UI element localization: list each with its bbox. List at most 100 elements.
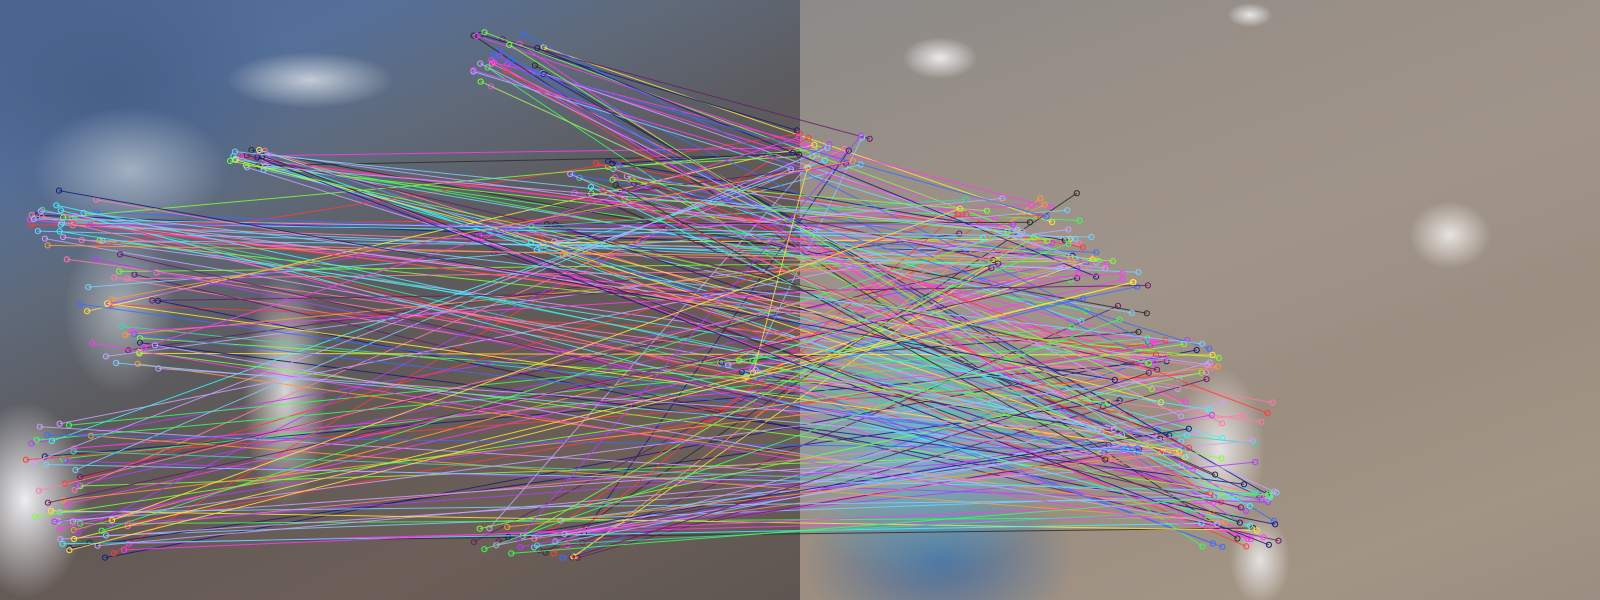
keypoint-marker (70, 448, 77, 455)
match-line (73, 256, 1095, 531)
match-line (73, 281, 1134, 540)
keypoint-marker (1253, 527, 1260, 534)
keypoint-marker (149, 297, 156, 304)
keypoint-marker (1270, 488, 1278, 495)
keypoint-marker (1015, 265, 1022, 272)
match-line (623, 190, 1143, 365)
keypoint-marker (1069, 324, 1076, 331)
keypoint-marker (531, 69, 538, 76)
keypoint-marker (720, 361, 728, 368)
match-line (511, 493, 1269, 554)
keypoint-marker (248, 147, 255, 154)
match-line (96, 211, 1097, 253)
keypoint-marker (131, 271, 138, 278)
match-line (94, 258, 1262, 501)
match-line (522, 236, 1034, 537)
keypoint-marker (824, 144, 831, 151)
keypoint-marker (32, 513, 39, 520)
keypoint-marker (1093, 249, 1100, 256)
match-line (74, 148, 845, 491)
match-line (92, 342, 1264, 538)
match-line (35, 343, 1185, 518)
match-line (58, 190, 1115, 381)
match-line (73, 450, 1257, 494)
keypoint-marker (1270, 517, 1278, 525)
keypoint-marker (111, 274, 118, 281)
keypoint-marker (1272, 521, 1279, 528)
keypoint-marker (559, 251, 566, 258)
keypoint-marker (86, 221, 94, 228)
keypoint-marker (1185, 444, 1193, 451)
keypoint-marker (1258, 496, 1265, 503)
keypoint-marker (1183, 453, 1190, 460)
keypoint-marker (44, 499, 52, 506)
keypoint-marker (1135, 269, 1142, 276)
match-line (590, 186, 1251, 507)
keypoint-marker (857, 132, 864, 139)
keypoint-marker (599, 186, 607, 194)
keypoint-marker (1017, 231, 1024, 238)
keypoint-marker (1215, 363, 1222, 370)
match-line (545, 192, 1078, 553)
match-line (75, 147, 828, 471)
match-line (534, 71, 1047, 218)
keypoint-marker (30, 215, 37, 223)
keypoint-marker (999, 195, 1006, 202)
match-line (116, 362, 1187, 458)
match-line (105, 229, 1069, 357)
keypoint-marker (125, 540, 132, 547)
match-line (127, 414, 1243, 527)
keypoint-marker (1236, 519, 1243, 526)
match-line (90, 435, 1226, 523)
keypoint-marker (102, 353, 110, 360)
keypoint-marker (129, 328, 136, 335)
match-line (83, 212, 1203, 345)
keypoint-marker (227, 157, 234, 164)
keypoint-marker (1237, 504, 1244, 511)
keypoint-marker (508, 56, 515, 63)
match-line (265, 165, 1018, 230)
keypoint-marker (1184, 337, 1191, 344)
keypoint-marker (56, 420, 63, 427)
match-line (158, 368, 1102, 433)
keypoint-marker (609, 160, 616, 167)
keypoint-marker (122, 331, 129, 338)
match-line (257, 156, 1270, 546)
keypoint-marker (28, 440, 35, 447)
keypoint-marker (963, 211, 970, 218)
match-line (573, 174, 1087, 264)
keypoint-marker (44, 242, 51, 249)
keypoint-marker (1264, 499, 1272, 506)
keypoint-marker (795, 134, 802, 141)
keypoint-marker (725, 362, 732, 369)
keypoint-marker (534, 45, 541, 52)
keypoint-marker (505, 533, 512, 541)
keypoint-marker (1209, 540, 1216, 547)
keypoint-marker (805, 134, 812, 141)
keypoint-marker (1246, 502, 1253, 509)
keypoint-marker (102, 554, 109, 561)
keypoint-marker (66, 547, 73, 554)
match-line (602, 189, 1190, 449)
keypoint-marker (1009, 221, 1016, 228)
keypoint-marker (1243, 543, 1250, 550)
keypoint-marker (69, 518, 77, 525)
keypoint-marker (1249, 437, 1256, 444)
keypoint-marker (41, 235, 49, 242)
match-line (720, 362, 1142, 369)
keypoint-marker (57, 207, 65, 214)
keypoint-marker (104, 300, 111, 307)
keypoint-marker (1093, 273, 1100, 280)
match-line (480, 34, 797, 131)
keypoint-marker (56, 228, 63, 235)
keypoint-marker (1206, 345, 1213, 352)
keypoint-marker (33, 436, 40, 444)
keypoint-marker (1074, 275, 1081, 282)
keypoint-marker (71, 535, 78, 543)
match-line (127, 267, 1019, 280)
keypoint-marker (59, 540, 66, 547)
keypoint-marker (849, 157, 856, 164)
keypoint-marker (60, 233, 67, 241)
keypoint-marker (1143, 310, 1150, 317)
match-line (473, 69, 1015, 231)
